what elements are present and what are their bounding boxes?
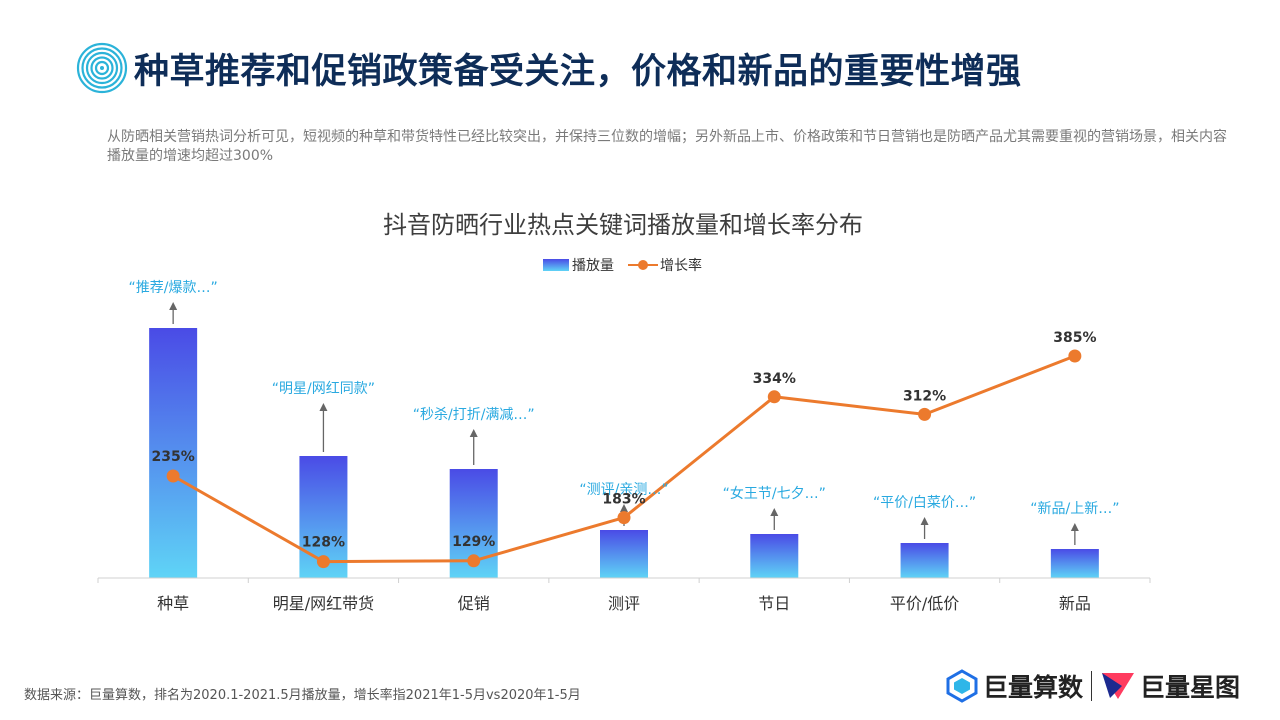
growth-label: 385% <box>1053 330 1096 346</box>
growth-label: 129% <box>452 534 495 550</box>
keyword-annotation: “测评/亲测…” <box>579 482 668 498</box>
growth-point-3 <box>617 511 631 525</box>
bar-6 <box>1050 549 1099 578</box>
spiral-logo-icon <box>76 42 128 94</box>
bar-0 <box>149 328 198 578</box>
growth-label: 334% <box>753 371 796 387</box>
x-tick-label: 新品 <box>1059 594 1091 613</box>
bar-4 <box>750 534 799 578</box>
growth-point-2 <box>467 554 481 568</box>
growth-point-5 <box>918 407 932 421</box>
chart-title: 抖音防晒行业热点关键词播放量和增长率分布 <box>383 211 863 239</box>
brand-juliang-suanshu: 巨量算数 <box>945 668 1083 704</box>
x-tick-label: 明星/网红带货 <box>273 594 374 613</box>
page-subtitle: 从防晒相关营销热词分析可见，短视频的种草和带货特性已经比较突出，并保持三位数的增… <box>107 129 1227 164</box>
growth-point-6 <box>1068 349 1082 363</box>
annotation-arrowhead <box>1070 523 1079 531</box>
chart-legend: 播放量 增长率 <box>543 255 702 275</box>
keyword-annotation: “明星/网红同款” <box>272 381 375 397</box>
growth-label: 128% <box>302 535 345 551</box>
keyword-annotation: “推荐/爆款…” <box>129 280 218 296</box>
annotation-arrowhead <box>319 403 328 411</box>
keyword-annotation: “女王节/七夕…” <box>723 485 826 502</box>
x-tick-label: 节日 <box>758 594 790 613</box>
page-title: 种草推荐和促销政策备受关注，价格和新品的重要性增强 <box>134 51 1022 92</box>
brand-divider <box>1090 671 1092 701</box>
legend-bar-swatch <box>543 259 569 271</box>
legend-line-label: 增长率 <box>660 258 702 274</box>
bar-3 <box>600 530 648 578</box>
growth-point-4 <box>767 390 781 404</box>
legend-line-swatch <box>628 259 658 271</box>
growth-label: 312% <box>903 388 946 404</box>
brand-juliang-xingtu: 巨量星图 <box>1100 668 1240 704</box>
keyword-annotation: “平价/白菜价…” <box>873 495 976 511</box>
growth-label: 183% <box>602 492 645 508</box>
annotation-arrowhead <box>920 517 929 525</box>
brand-juliang-suanshu-label: 巨量算数 <box>982 673 1083 702</box>
keyword-annotation: “新品/上新…” <box>1030 501 1119 517</box>
x-tick-label: 种草 <box>157 594 189 613</box>
annotation-arrowhead <box>620 504 628 512</box>
growth-point-0 <box>166 469 180 483</box>
data-source-note: 数据来源：巨量算数，排名为2020.1-2021.5月播放量，增长率指2021年… <box>24 688 581 703</box>
x-tick-label: 平价/低价 <box>890 594 959 613</box>
keyword-annotation: “秒杀/打折/满减…” <box>413 406 535 423</box>
growth-label: 235% <box>152 449 195 465</box>
legend-bar-label: 播放量 <box>572 258 614 274</box>
juliang-xingtu-logo-icon <box>1101 673 1134 699</box>
bar-5 <box>900 543 949 578</box>
page-header: 种草推荐和促销政策备受关注，价格和新品的重要性增强 <box>76 40 1022 96</box>
growth-point-1 <box>316 555 330 569</box>
annotation-arrowhead <box>770 508 779 516</box>
annotation-arrowhead <box>169 302 178 310</box>
brand-logos: 巨量算数 巨量星图 <box>945 668 1240 704</box>
juliang-suanshu-logo-icon <box>946 669 978 703</box>
x-tick-label: 测评 <box>608 594 640 613</box>
x-tick-label: 促销 <box>458 594 490 613</box>
annotation-arrowhead <box>469 429 478 437</box>
brand-juliang-xingtu-label: 巨量星图 <box>1139 673 1240 702</box>
